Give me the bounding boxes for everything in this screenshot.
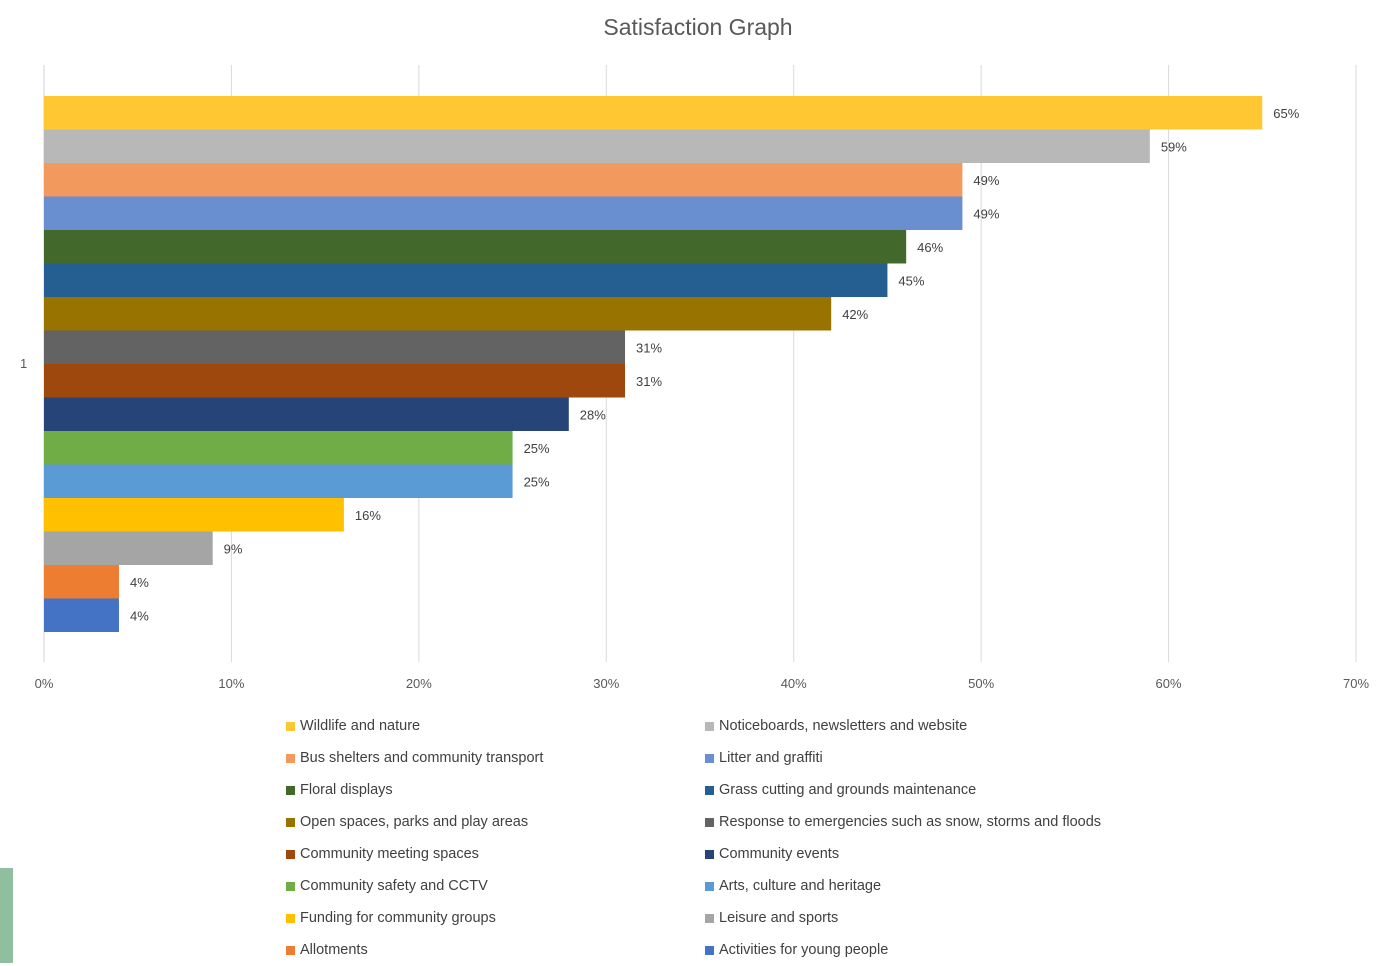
legend-item: Activities for young people — [705, 934, 1185, 966]
data-label: 45% — [898, 273, 924, 288]
legend-swatch — [705, 817, 714, 827]
legend-label: Grass cutting and grounds maintenance — [719, 782, 977, 798]
x-axis-ticks: 0% 10% 20% 30% 40% 50% 60% 70% — [35, 676, 1370, 691]
data-label: 46% — [917, 240, 943, 255]
legend-item: Leisure and sports — [705, 902, 1185, 934]
legend-label: Wildlife and nature — [300, 718, 421, 734]
legend-label: Community events — [719, 846, 840, 862]
legend: Wildlife and nature Noticeboards, newslet… — [286, 710, 1186, 966]
edge-decoration — [0, 868, 13, 963]
legend-swatch — [286, 881, 295, 891]
legend-item: Wildlife and nature — [286, 710, 705, 742]
legend-item: Arts, culture and heritage — [705, 870, 1185, 902]
bar — [44, 498, 344, 532]
legend-swatch — [705, 881, 714, 891]
data-label: 31% — [636, 340, 662, 355]
legend-swatch — [705, 849, 714, 859]
legend-label: Floral displays — [300, 782, 393, 798]
x-tick-label: 40% — [781, 676, 807, 691]
bar — [44, 565, 119, 599]
data-label: 4% — [130, 575, 149, 590]
x-tick-label: 60% — [1156, 676, 1182, 691]
legend-item: Response to emergencies such as snow, st… — [705, 806, 1185, 838]
data-label: 59% — [1161, 139, 1187, 154]
legend-label: Litter and graffiti — [719, 750, 823, 766]
legend-label: Allotments — [300, 942, 368, 958]
legend-item: Community safety and CCTV — [286, 870, 705, 902]
chart-title: Satisfaction Graph — [603, 14, 792, 40]
legend-item: Open spaces, parks and play areas — [286, 806, 705, 838]
data-label: 25% — [524, 441, 550, 456]
legend-label: Activities for young people — [719, 942, 889, 958]
x-tick-label: 10% — [218, 676, 244, 691]
legend-item: Grass cutting and grounds maintenance — [705, 774, 1185, 806]
data-label: 42% — [842, 307, 868, 322]
legend-label: Open spaces, parks and play areas — [300, 814, 529, 830]
data-label: 16% — [355, 508, 381, 523]
bar — [44, 297, 832, 331]
bar — [44, 397, 569, 431]
bar — [44, 531, 213, 565]
legend-swatch — [705, 785, 714, 795]
x-tick-label: 0% — [35, 676, 54, 691]
legend-swatch — [286, 753, 295, 763]
legend-label: Noticeboards, newsletters and website — [719, 718, 968, 734]
legend-label: Arts, culture and heritage — [719, 878, 882, 894]
legend-swatch — [286, 849, 295, 859]
x-tick-label: 70% — [1343, 676, 1369, 691]
legend-swatch — [286, 785, 295, 795]
data-label: 4% — [130, 608, 149, 623]
legend-item: Litter and graffiti — [705, 742, 1185, 774]
legend-label: Community safety and CCTV — [300, 878, 488, 894]
bar — [44, 364, 626, 398]
legend-label: Bus shelters and community transport — [300, 750, 544, 766]
bar — [44, 163, 963, 197]
legend-swatch — [705, 721, 714, 731]
bar — [44, 129, 1150, 163]
legend-item: Community meeting spaces — [286, 838, 705, 870]
bar — [44, 330, 626, 364]
legend-swatch — [705, 945, 714, 955]
data-label: 25% — [524, 474, 550, 489]
data-labels: 65% 59% 49% 49% 46% 45% 42% 31% 31% 28% 25% 25% 16% 9… — [130, 106, 1300, 624]
data-label: 9% — [224, 541, 243, 556]
legend-label: Leisure and sports — [719, 910, 839, 926]
legend-item: Funding for community groups — [286, 902, 705, 934]
x-tick-label: 20% — [406, 676, 432, 691]
data-label: 28% — [580, 407, 606, 422]
legend-swatch — [286, 721, 295, 731]
legend-swatch — [286, 817, 295, 827]
legend-swatch — [705, 913, 714, 923]
bars — [44, 96, 1263, 632]
bar — [44, 96, 1263, 130]
bar — [44, 464, 513, 498]
legend-item: Floral displays — [286, 774, 705, 806]
bar — [44, 263, 888, 297]
x-tick-label: 50% — [968, 676, 994, 691]
bar — [44, 230, 907, 264]
data-label: 49% — [973, 206, 999, 221]
bar — [44, 598, 119, 632]
bar — [44, 431, 513, 465]
legend-label: Community meeting spaces — [300, 846, 479, 862]
legend-item: Allotments — [286, 934, 705, 966]
data-label: 31% — [636, 374, 662, 389]
data-label: 49% — [973, 173, 999, 188]
legend-item: Noticeboards, newsletters and website — [705, 710, 1185, 742]
data-label: 65% — [1273, 106, 1299, 121]
legend-swatch — [286, 913, 295, 923]
x-tick-label: 30% — [593, 676, 619, 691]
legend-item: Bus shelters and community transport — [286, 742, 705, 774]
legend-label: Funding for community groups — [300, 910, 496, 926]
legend-swatch — [705, 753, 714, 763]
legend-item: Community events — [705, 838, 1185, 870]
legend-swatch — [286, 945, 295, 955]
bar — [44, 196, 963, 230]
category-label: 1 — [20, 356, 27, 371]
legend-label: Response to emergencies such as snow, st… — [719, 814, 1102, 830]
